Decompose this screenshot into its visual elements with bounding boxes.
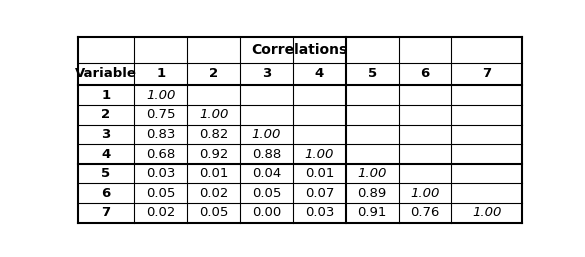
- Text: 3: 3: [101, 128, 111, 141]
- Text: 0.03: 0.03: [146, 167, 176, 180]
- Text: 0.75: 0.75: [146, 108, 176, 121]
- Text: 1: 1: [156, 67, 166, 80]
- Text: 1.00: 1.00: [305, 148, 334, 161]
- Text: 1.00: 1.00: [199, 108, 228, 121]
- Text: 0.83: 0.83: [146, 128, 176, 141]
- Text: 0.05: 0.05: [252, 187, 281, 200]
- Text: 0.01: 0.01: [199, 167, 228, 180]
- Text: 3: 3: [262, 67, 271, 80]
- Text: 7: 7: [101, 206, 111, 219]
- Text: 1.00: 1.00: [252, 128, 281, 141]
- Text: 0.91: 0.91: [357, 206, 387, 219]
- Text: 0.76: 0.76: [410, 206, 440, 219]
- Text: 4: 4: [315, 67, 324, 80]
- Text: 0.03: 0.03: [305, 206, 334, 219]
- Text: 0.88: 0.88: [252, 148, 281, 161]
- Text: 1.00: 1.00: [357, 167, 387, 180]
- Text: 0.00: 0.00: [252, 206, 281, 219]
- Text: 0.05: 0.05: [146, 187, 176, 200]
- Text: 2: 2: [101, 108, 111, 121]
- Text: 7: 7: [482, 67, 491, 80]
- Text: 6: 6: [101, 187, 111, 200]
- Text: 0.68: 0.68: [146, 148, 176, 161]
- Text: 4: 4: [101, 148, 111, 161]
- Text: 0.07: 0.07: [305, 187, 334, 200]
- Text: Correlations: Correlations: [252, 43, 348, 57]
- Text: 0.82: 0.82: [199, 128, 228, 141]
- Text: 0.02: 0.02: [199, 187, 228, 200]
- Text: 0.02: 0.02: [146, 206, 176, 219]
- Text: 0.05: 0.05: [199, 206, 228, 219]
- Text: 1: 1: [101, 89, 111, 102]
- Text: 1.00: 1.00: [146, 89, 176, 102]
- Text: 5: 5: [101, 167, 111, 180]
- Text: 0.04: 0.04: [252, 167, 281, 180]
- Text: 0.89: 0.89: [357, 187, 387, 200]
- Text: 0.01: 0.01: [305, 167, 334, 180]
- Text: Variable: Variable: [75, 67, 137, 80]
- Text: 0.92: 0.92: [199, 148, 228, 161]
- Text: 6: 6: [421, 67, 429, 80]
- Text: 5: 5: [367, 67, 377, 80]
- Text: 1.00: 1.00: [472, 206, 501, 219]
- Text: 2: 2: [209, 67, 218, 80]
- Text: 1.00: 1.00: [410, 187, 440, 200]
